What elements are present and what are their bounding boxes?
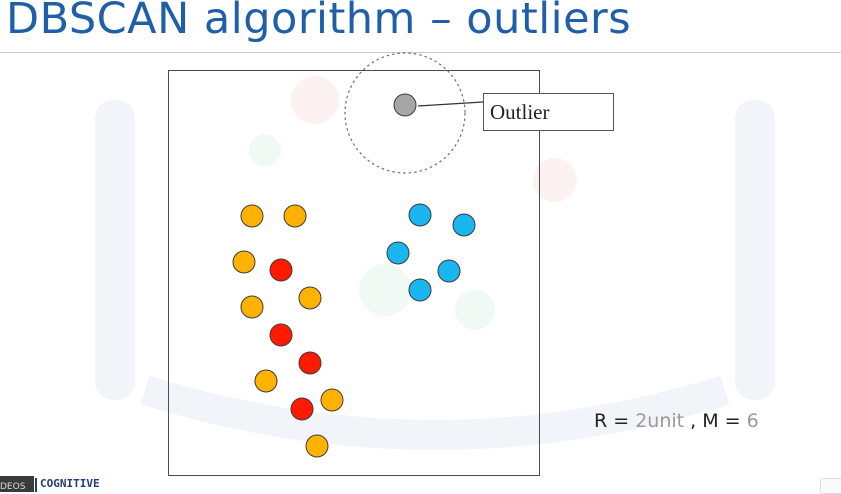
- minpts-label: M =: [702, 410, 747, 432]
- yellow-border-point: [305, 434, 329, 458]
- red-core-point: [298, 351, 322, 375]
- radius-value: 2unit: [635, 410, 685, 432]
- outlier-callout-label: Outlier: [483, 93, 614, 131]
- params-separator: ,: [684, 410, 703, 432]
- blue-cluster-point: [437, 259, 461, 283]
- slide-title: DBSCAN algorithm – outliers: [6, 0, 632, 44]
- radius-label: R =: [594, 410, 636, 432]
- yellow-border-point: [232, 250, 256, 274]
- blue-cluster-point: [386, 241, 410, 265]
- dbscan-parameters: R = 2unit , M = 6: [594, 410, 759, 432]
- outlier-radius-circle: [344, 52, 466, 174]
- outlier-point: [393, 93, 417, 117]
- brand-footer: DEOS COGNITIVE: [0, 476, 130, 492]
- yellow-border-point: [240, 204, 264, 228]
- minpts-value: 6: [746, 410, 759, 432]
- yellow-border-point: [298, 286, 322, 310]
- red-core-point: [290, 397, 314, 421]
- title-divider: [0, 52, 841, 53]
- video-logo-icon: DEOS: [0, 476, 34, 492]
- blue-cluster-point: [408, 278, 432, 302]
- brand-name: COGNITIVE: [40, 477, 100, 490]
- red-core-point: [269, 258, 293, 282]
- outlier-callout-line: [417, 101, 484, 107]
- yellow-border-point: [283, 204, 307, 228]
- yellow-border-point: [240, 295, 264, 319]
- blue-cluster-point: [452, 213, 476, 237]
- brand-divider: [35, 478, 37, 492]
- yellow-border-point: [320, 388, 344, 412]
- scatter-plot-frame: [168, 70, 540, 476]
- blue-cluster-point: [408, 203, 432, 227]
- background-watermark-icon: [95, 76, 775, 450]
- red-core-point: [269, 323, 293, 347]
- yellow-border-point: [254, 369, 278, 393]
